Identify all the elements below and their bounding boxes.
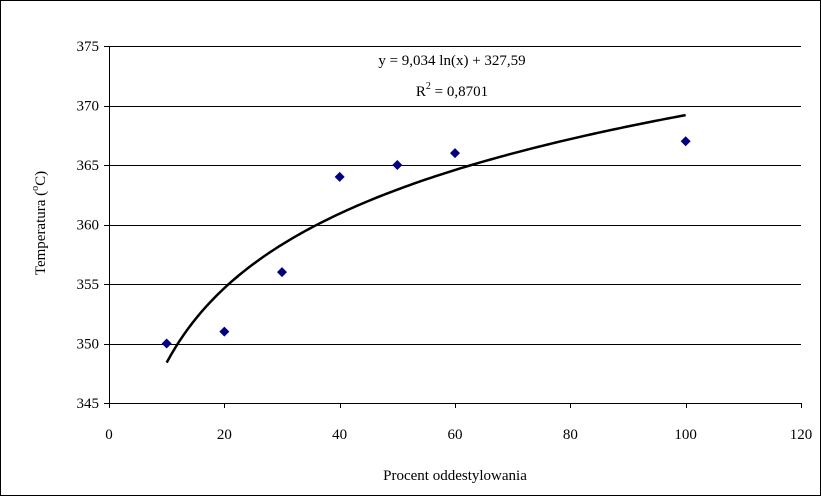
x-tick-label: 80 [563,427,578,443]
data-point [392,160,403,170]
r-squared-superscript: 2 [426,81,431,92]
y-tick-label: 350 [77,337,100,353]
y-tick-label: 345 [77,396,100,412]
trendline-group [165,113,686,364]
x-tick-labels: 0 20 40 60 80 100 120 [105,427,812,443]
y-tick-label: 360 [77,218,100,234]
data-point [450,148,460,159]
y-tick-label: 370 [77,99,100,115]
x-tick-label: 120 [790,427,813,443]
trendline [165,113,686,364]
x-tick-label: 60 [448,427,463,443]
x-tick-label: 0 [105,427,113,443]
data-points [161,136,691,349]
y-tick-label: 355 [77,277,100,293]
y-tick-label: 375 [77,39,100,55]
y-axis-title: Temperatura (oC) [30,171,49,275]
x-tick-label: 100 [674,427,697,443]
x-axis-title: Procent oddestylowania [383,468,527,484]
data-point [680,136,691,147]
data-point [277,267,287,278]
y-tick-label: 365 [77,158,100,174]
y-axis-title-superscript: o [30,186,41,191]
x-tick-label: 40 [332,427,347,443]
r-squared-label: R2 = 0,8701 [416,81,488,100]
axes [104,46,802,408]
data-point [219,326,230,337]
data-point [161,338,172,349]
gridlines [109,46,801,345]
x-tick-label: 20 [217,427,232,443]
data-point [334,171,345,182]
y-tick-labels: 345 350 355 360 365 370 375 [77,39,100,412]
trendline-equation: y = 9,034 ln(x) + 327,59 [378,53,525,69]
